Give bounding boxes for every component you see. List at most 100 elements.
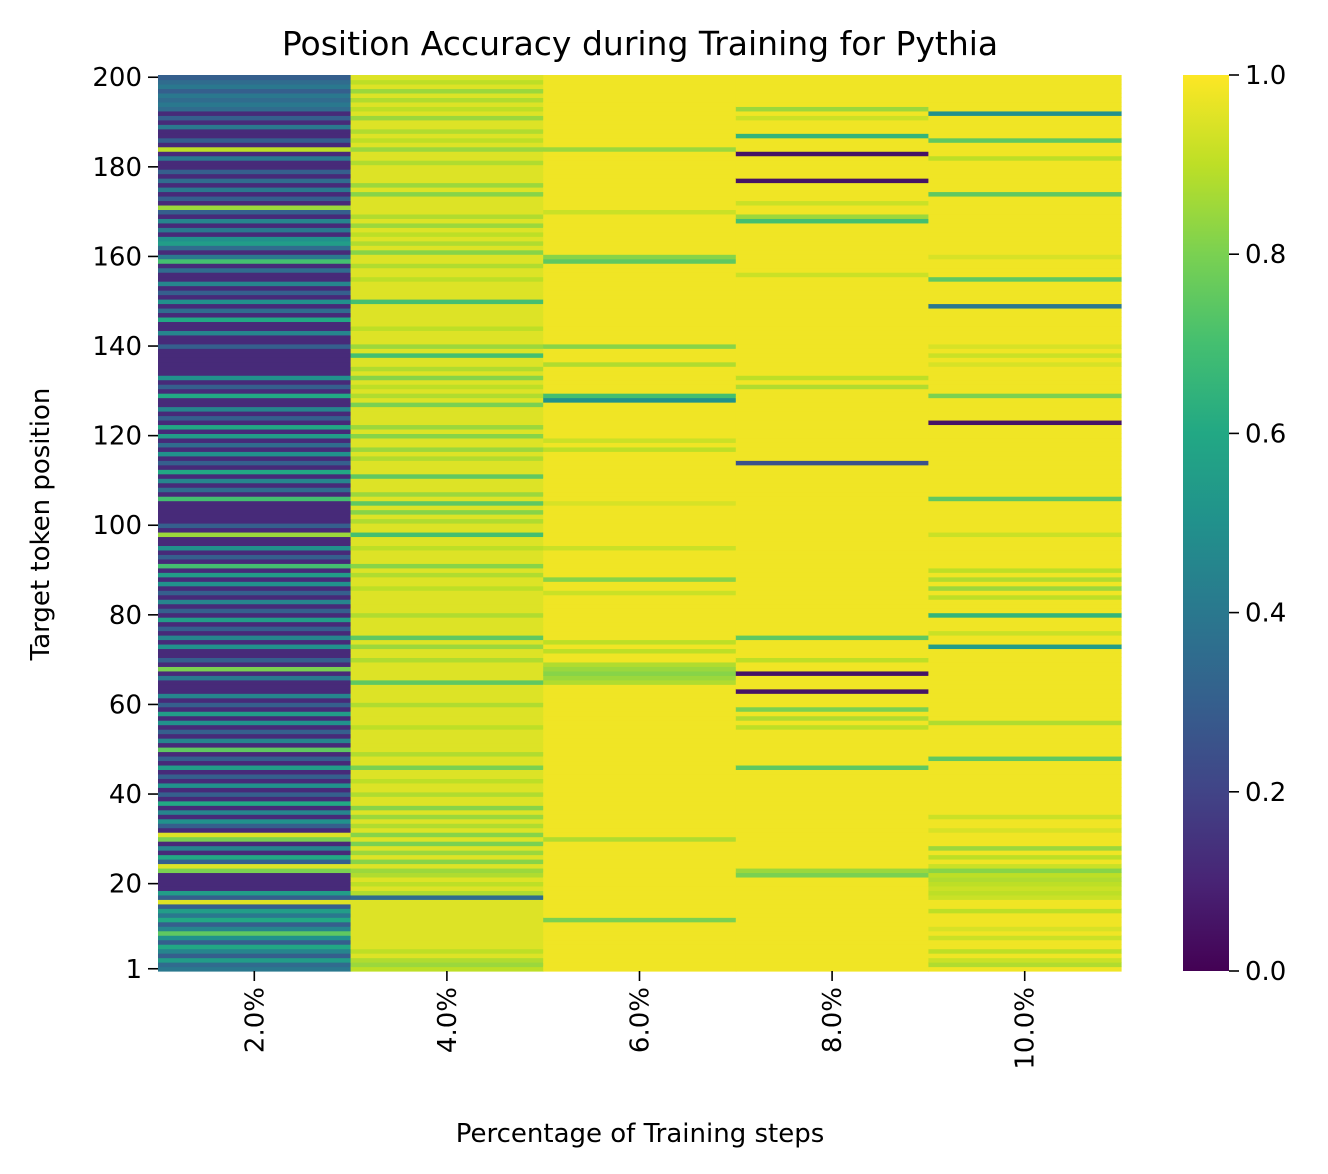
heatmap-cell <box>158 626 352 632</box>
heatmap-cell <box>158 312 352 318</box>
heatmap-cell <box>928 720 1122 726</box>
heatmap-cell <box>735 115 929 121</box>
heatmap-cell <box>158 361 352 367</box>
heatmap-cell <box>543 738 737 744</box>
heatmap-cell <box>928 115 1122 121</box>
heatmap-cell <box>158 854 352 860</box>
heatmap-cell <box>158 661 352 667</box>
heatmap-cell <box>928 791 1122 797</box>
heatmap-cell <box>158 643 352 650</box>
heatmap-cell <box>928 299 1122 305</box>
heatmap-cell <box>928 263 1122 269</box>
heatmap-cell <box>158 800 352 806</box>
heatmap-cell <box>735 796 929 802</box>
heatmap-cell <box>928 518 1122 524</box>
heatmap-cell <box>158 648 352 654</box>
heatmap-cell <box>735 482 929 488</box>
heatmap-cell <box>735 491 929 497</box>
heatmap-cell <box>735 442 929 448</box>
heatmap-cell <box>735 603 929 609</box>
heatmap-cell <box>928 97 1122 103</box>
heatmap-cell <box>928 540 1122 546</box>
heatmap-cell <box>735 325 929 331</box>
heatmap-cell <box>928 209 1122 215</box>
heatmap-cell <box>735 133 929 139</box>
heatmap-cell <box>350 227 544 233</box>
heatmap-cell <box>928 469 1122 475</box>
heatmap-cell <box>735 608 929 614</box>
heatmap-cell <box>158 487 352 493</box>
heatmap-cell <box>543 442 737 448</box>
heatmap-cell <box>350 402 544 408</box>
heatmap-cell <box>158 711 352 717</box>
heatmap-cell <box>350 119 544 125</box>
heatmap-cell <box>158 428 352 434</box>
heatmap-cell <box>928 227 1122 233</box>
heatmap-cell <box>543 733 737 739</box>
heatmap-cell <box>350 491 544 497</box>
heatmap-cell <box>735 464 929 470</box>
heatmap-cell <box>158 773 352 779</box>
chart-title: Position Accuracy during Training for Py… <box>282 24 998 63</box>
heatmap-cell <box>543 572 737 578</box>
heatmap-cell <box>350 160 544 166</box>
heatmap-cell <box>350 169 544 175</box>
heatmap-cell <box>928 303 1122 309</box>
heatmap-cell <box>158 764 352 770</box>
x-tick-label: 4.0% <box>433 987 463 1053</box>
heatmap-cell <box>350 523 544 529</box>
heatmap-cell <box>735 742 929 748</box>
heatmap-cell <box>543 944 737 950</box>
heatmap-cell <box>158 124 352 130</box>
heatmap-cell <box>928 679 1122 685</box>
heatmap-cell <box>735 563 929 569</box>
heatmap-cell <box>158 254 352 260</box>
heatmap-cell <box>350 697 544 703</box>
heatmap-cell <box>543 482 737 488</box>
heatmap-cell <box>350 769 544 775</box>
heatmap-cell <box>543 366 737 372</box>
heatmap-cell <box>158 290 352 296</box>
heatmap-cell <box>350 679 544 685</box>
heatmap-cell <box>350 863 544 869</box>
heatmap-cell <box>543 236 737 242</box>
heatmap-cell <box>350 379 544 385</box>
heatmap-cell <box>928 876 1122 882</box>
heatmap-cell <box>158 366 352 372</box>
heatmap-cell <box>350 635 544 641</box>
heatmap-cell <box>350 419 544 426</box>
heatmap-cell <box>350 334 544 340</box>
heatmap-cell <box>350 487 544 493</box>
heatmap-cell <box>543 97 737 103</box>
heatmap-cell <box>928 733 1122 739</box>
heatmap-cell <box>158 563 352 569</box>
heatmap-cell <box>350 823 544 829</box>
heatmap-cell <box>928 137 1122 143</box>
heatmap-cell <box>735 666 929 672</box>
heatmap-cell <box>735 505 929 511</box>
heatmap-cell <box>735 124 929 130</box>
heatmap-cell <box>543 142 737 148</box>
heatmap-cell <box>158 657 352 663</box>
heatmap-cell <box>928 872 1122 878</box>
heatmap-cell <box>735 370 929 376</box>
heatmap-cell <box>543 652 737 658</box>
heatmap-cell <box>543 446 737 452</box>
heatmap-cell <box>735 330 929 336</box>
heatmap-cell <box>735 339 929 345</box>
heatmap-cell <box>158 339 352 345</box>
heatmap-cell <box>158 146 352 152</box>
heatmap-cell <box>928 576 1122 582</box>
heatmap-cell <box>350 876 544 882</box>
heatmap-cell <box>928 258 1122 264</box>
heatmap-cell <box>350 612 544 618</box>
heatmap-cell <box>158 406 352 412</box>
heatmap-cell <box>543 433 737 439</box>
heatmap-cell <box>350 527 544 533</box>
heatmap-cell <box>928 648 1122 654</box>
heatmap-cell <box>735 545 929 551</box>
heatmap-cell <box>350 800 544 806</box>
heatmap-cell <box>350 608 544 614</box>
heatmap-cell <box>543 361 737 367</box>
heatmap-cell <box>158 755 352 762</box>
